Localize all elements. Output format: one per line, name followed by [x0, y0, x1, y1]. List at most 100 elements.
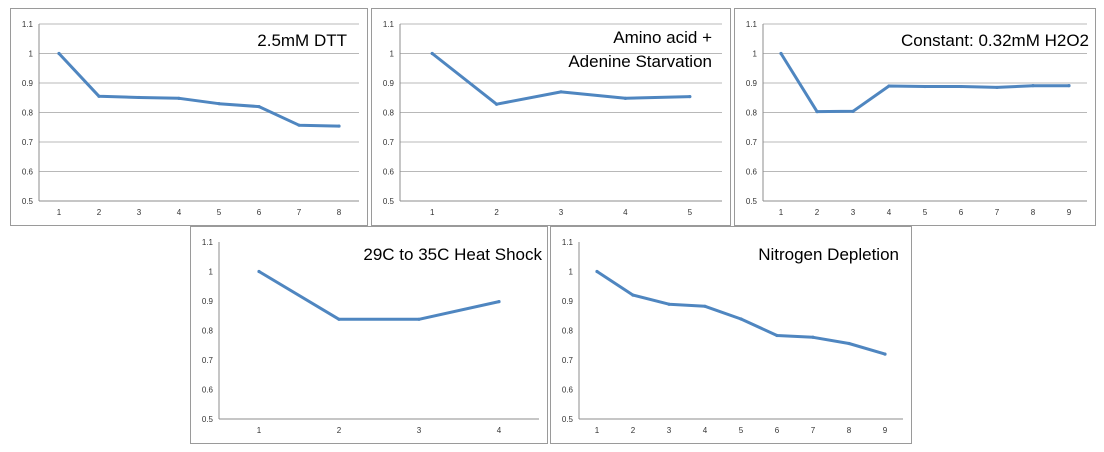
- data-point: [337, 124, 341, 128]
- data-point: [775, 333, 779, 338]
- y-tick-label: 0.6: [202, 386, 214, 395]
- x-tick-label: 1: [595, 426, 600, 435]
- data-point: [623, 96, 627, 100]
- chart-panel-amino-acid: Amino acid + Adenine Starvation 0.5 0.6 0.…: [371, 8, 731, 226]
- y-tick-label: 0.8: [562, 327, 574, 336]
- data-point: [559, 90, 563, 94]
- chart-panel-nitrogen: Nitrogen Depletion 0.5 0.6 0.7 0.8 0.9 1 1.1 1 2…: [550, 226, 912, 444]
- line-chart-h2o2: 0.5 0.6 0.7 0.8 0.9 1 1.1 1 2 3 4 5 6 7 8 9: [746, 20, 1087, 217]
- chart-title-h2o2: Constant: 0.32mM H2O2: [900, 31, 1089, 50]
- x-tick-label: 6: [257, 208, 262, 217]
- data-point: [1067, 84, 1071, 88]
- y-tick-label: 1: [390, 50, 395, 59]
- data-point: [923, 84, 927, 89]
- data-point: [257, 105, 261, 109]
- y-tick-label: 0.9: [22, 79, 34, 88]
- y-tick-label: 0.8: [202, 327, 214, 336]
- y-tick-label: 1.1: [562, 238, 574, 247]
- x-tick-label: 4: [623, 208, 628, 217]
- y-tick-label: 1.1: [22, 20, 34, 29]
- x-tick-label: 4: [497, 426, 502, 435]
- y-tick-label: 0.9: [746, 79, 758, 88]
- chart-title-dtt: 2.5mM DTT: [257, 31, 347, 50]
- chart-title-nitrogen: Nitrogen Depletion: [758, 245, 899, 264]
- data-point: [847, 341, 851, 346]
- line-chart-dtt: 0.5 0.6 0.7 0.8 0.9 1 1.1 1 2 3 4 5 6 7 8: [22, 20, 359, 217]
- x-tick-label: 2: [494, 208, 499, 217]
- data-point: [688, 94, 692, 99]
- chart-panel-heat-shock: 29C to 35C Heat Shock 0.5 0.6 0.7 0.8 0.9 1 1.…: [190, 226, 548, 444]
- y-tick-label: 0.5: [562, 415, 574, 424]
- data-point: [595, 269, 599, 274]
- series-line: [57, 52, 341, 128]
- data-point: [430, 51, 434, 56]
- data-point: [137, 95, 141, 100]
- data-point: [883, 352, 887, 356]
- x-tick-label: 5: [688, 208, 693, 217]
- chart-title-heat-shock: 29C to 35C Heat Shock: [363, 245, 542, 264]
- chart-panel-h2o2: Constant: 0.32mM H2O2 0.5 0.6 0.7 0.8 0.9 1 1.…: [734, 8, 1096, 226]
- y-tick-label: 0.7: [746, 138, 758, 147]
- chart-title-amino-acid: Amino acid + Adenine Starvation: [568, 26, 712, 74]
- chart-title-amino-acid-line2: Adenine Starvation: [568, 52, 712, 71]
- x-tick-label: 5: [739, 426, 744, 435]
- data-point: [779, 51, 783, 56]
- line-chart-amino-acid: 0.5 0.6 0.7 0.8 0.9 1 1.1 1 2 3 4 5: [383, 20, 722, 217]
- data-point: [739, 317, 743, 321]
- data-point: [631, 293, 635, 297]
- y-tick-label: 0.9: [562, 297, 574, 306]
- data-point: [97, 94, 101, 98]
- x-tick-label: 3: [851, 208, 856, 217]
- x-tick-label: 8: [1031, 208, 1036, 217]
- y-tick-label: 1: [753, 50, 758, 59]
- data-point: [497, 299, 501, 304]
- y-tick-label: 0.8: [383, 109, 395, 118]
- y-tick-label: 0.7: [22, 138, 34, 147]
- x-tick-label: 7: [297, 208, 302, 217]
- data-point: [851, 109, 855, 113]
- x-tick-label: 8: [337, 208, 342, 217]
- x-tick-label: 3: [667, 426, 672, 435]
- x-tick-label: 4: [887, 208, 892, 217]
- data-point: [1031, 84, 1035, 88]
- x-tick-label: 9: [1067, 208, 1072, 217]
- x-tick-label: 5: [923, 208, 928, 217]
- data-point: [217, 102, 221, 106]
- chart-panel-dtt: 2.5mM DTT 0.5 0.6 0.7 0.8 0.9 1 1.1 1 2 3 4 5 6 7 8: [10, 8, 368, 226]
- x-tick-label: 3: [417, 426, 422, 435]
- x-tick-label: 4: [177, 208, 182, 217]
- y-tick-label: 0.6: [562, 386, 574, 395]
- data-point: [177, 96, 181, 100]
- data-point: [811, 335, 815, 339]
- x-tick-label: 2: [815, 208, 820, 217]
- y-tick-label: 1: [569, 268, 574, 277]
- series-line: [257, 270, 501, 321]
- y-tick-label: 0.5: [202, 415, 214, 424]
- y-tick-label: 0.9: [383, 79, 395, 88]
- x-tick-label: 4: [703, 426, 708, 435]
- data-point: [959, 84, 963, 89]
- y-tick-label: 1.1: [383, 20, 395, 29]
- data-point: [667, 302, 671, 306]
- x-tick-label: 9: [883, 426, 888, 435]
- x-tick-label: 8: [847, 426, 852, 435]
- y-tick-label: 1: [209, 268, 214, 277]
- y-tick-label: 1.1: [202, 238, 214, 247]
- series-line: [595, 270, 887, 356]
- data-point: [815, 110, 819, 114]
- data-point: [57, 51, 61, 56]
- x-tick-label: 5: [217, 208, 222, 217]
- x-tick-label: 3: [137, 208, 142, 217]
- data-point: [417, 317, 421, 321]
- x-tick-label: 6: [775, 426, 780, 435]
- line-chart-heat-shock: 0.5 0.6 0.7 0.8 0.9 1 1.1 1 2 3 4: [202, 238, 539, 435]
- data-point: [887, 84, 891, 88]
- y-tick-label: 0.9: [202, 297, 214, 306]
- chart-title-amino-acid-line1: Amino acid +: [613, 28, 712, 47]
- y-tick-label: 0.5: [22, 197, 34, 206]
- x-tick-label: 2: [97, 208, 102, 217]
- data-point: [337, 317, 341, 321]
- data-point: [995, 85, 999, 90]
- y-tick-label: 0.5: [383, 197, 395, 206]
- x-tick-label: 6: [959, 208, 964, 217]
